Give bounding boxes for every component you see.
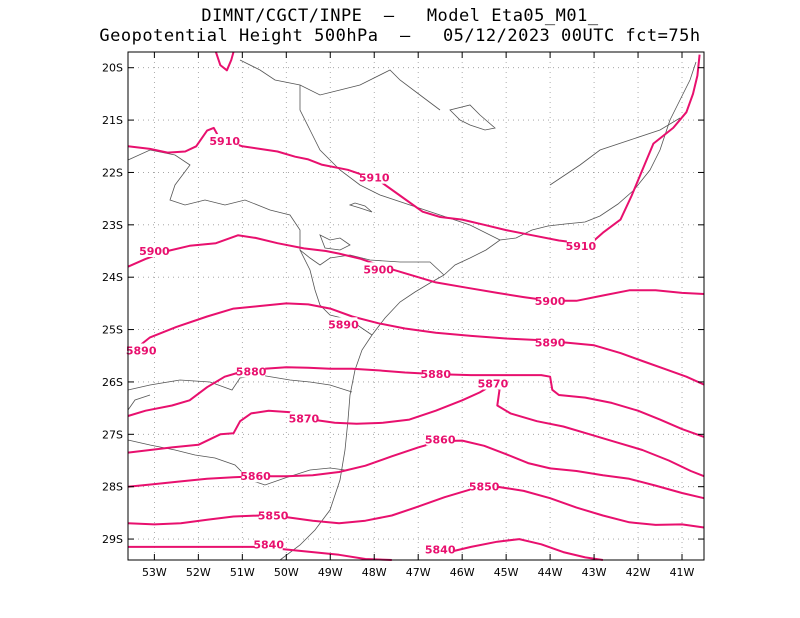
contour-label-bg	[536, 293, 565, 307]
contour-label: 5900	[363, 263, 394, 276]
contour-label: 5880	[236, 365, 267, 378]
contour-label-bg	[421, 367, 450, 381]
contour-label-bg	[364, 262, 393, 276]
contour-lines	[127, 51, 705, 561]
contour-line-5890	[127, 302, 705, 386]
lagoon	[348, 202, 373, 213]
contour-label: 5890	[126, 345, 157, 358]
contour-label-bg	[210, 134, 239, 148]
contour-label-bg	[360, 170, 389, 184]
lat-tick-label: 24S	[102, 271, 123, 284]
lon-tick-label: 49W	[318, 566, 343, 579]
lat-tick-label: 25S	[102, 324, 123, 337]
contour-label: 5910	[359, 172, 390, 185]
state-border-4	[549, 117, 681, 186]
map-title-line2: Geopotential Height 500hPa — 05/12/2023 …	[99, 26, 701, 46]
south-coastline	[279, 274, 445, 561]
contour-label: 5880	[420, 368, 451, 381]
contour-label-bg	[140, 244, 169, 258]
contour-line-5910	[127, 54, 701, 245]
lon-tick-label: 47W	[406, 566, 431, 579]
bay-lines	[319, 234, 351, 251]
lat-tick-label: 27S	[102, 428, 123, 441]
contour-label: 5910	[566, 240, 597, 253]
coastline-and-borders	[127, 59, 697, 561]
contour-line-5860	[127, 439, 705, 500]
contour-label: 5840	[425, 544, 456, 557]
contour-label: 5900	[139, 245, 170, 258]
contour-label: 5900	[535, 295, 566, 308]
contour-label: 5870	[478, 378, 509, 391]
contour-labels: 5910 5910 5910 5900 5900 5900 5890 5890 5890 5880…	[126, 134, 597, 557]
contour-line-5870	[127, 383, 705, 478]
contour-label-bg	[254, 537, 283, 551]
contour-line-5880	[127, 366, 705, 438]
contour-label-bg	[237, 364, 266, 378]
axis-ticks: 20S 21S 22S 23S 24S 25S 26S 27S 28S 29S 53W 52W 51W 5…	[102, 52, 704, 579]
contour-label-bg	[536, 335, 565, 349]
lon-tick-label: 45W	[494, 566, 519, 579]
contour-label-bg	[329, 317, 358, 331]
map-frame	[127, 51, 705, 561]
map-title-line1: DIMNT/CGCT/INPE — Model Eta05_M01_	[201, 6, 599, 26]
contour-line	[448, 538, 604, 561]
lon-tick-label: 44W	[538, 566, 563, 579]
lon-tick-label: 42W	[626, 566, 651, 579]
contour-label: 5890	[535, 337, 566, 350]
lon-tick-label: 52W	[186, 566, 211, 579]
lat-tick-label: 21S	[102, 114, 123, 127]
state-border-2	[239, 59, 441, 111]
contour-label: 5850	[469, 481, 500, 494]
state-border-6	[127, 374, 353, 393]
contour-line-5850	[127, 485, 705, 529]
contour-label: 5840	[253, 538, 284, 551]
contour-label: 5860	[425, 434, 456, 447]
contour-label-bg	[426, 432, 455, 446]
contour-label-bg	[426, 542, 455, 556]
lon-tick-label: 53W	[142, 566, 167, 579]
lon-tick-label: 48W	[362, 566, 387, 579]
contour-label: 5850	[258, 509, 289, 522]
lon-tick-label: 43W	[582, 566, 607, 579]
brazil-coastline	[443, 61, 697, 276]
contour-label: 5870	[289, 413, 320, 426]
lon-tick-label: 46W	[450, 566, 475, 579]
contour-label-bg	[478, 376, 507, 390]
contour-label-bg	[289, 411, 318, 425]
lat-tick-label: 23S	[102, 219, 123, 232]
lon-tick-label: 41W	[670, 566, 695, 579]
contour-label: 5910	[209, 135, 240, 148]
contour-label-bg	[259, 508, 288, 522]
contour-label-bg	[470, 479, 499, 493]
contour-label-bg	[566, 238, 595, 252]
contour-line	[214, 51, 235, 72]
lon-tick-label: 51W	[230, 566, 255, 579]
state-border-1	[127, 149, 445, 276]
lon-tick-label: 50W	[274, 566, 299, 579]
state-border-8	[127, 394, 151, 411]
contour-label-bg	[241, 469, 270, 483]
contour-label: 5860	[240, 470, 271, 483]
reservoir	[449, 104, 496, 131]
state-border-7	[127, 439, 346, 486]
lat-tick-label: 26S	[102, 376, 123, 389]
contour-label: 5890	[328, 318, 359, 331]
contour-label-bg	[127, 343, 156, 357]
lat-tick-label: 22S	[102, 166, 123, 179]
lat-tick-label: 29S	[102, 533, 123, 546]
lat-tick-label: 28S	[102, 481, 123, 494]
lat-tick-label: 20S	[102, 62, 123, 75]
